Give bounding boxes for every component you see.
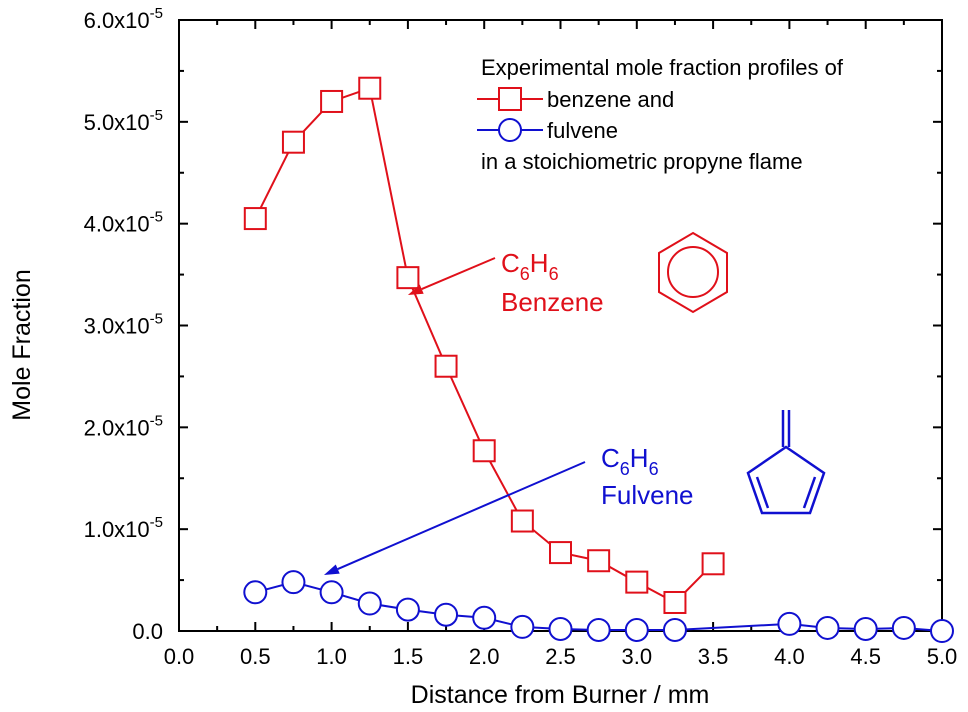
benzene-data-point: [625, 570, 649, 594]
fulvene-data-point: [434, 602, 459, 627]
fulvene-formula: C6H6: [601, 443, 659, 479]
benzene-data-point: [663, 590, 687, 614]
benzene-data-point: [587, 549, 611, 573]
benzene-data-point: [320, 89, 344, 113]
y-tick-label: 1.0x10-5: [84, 514, 163, 542]
benzene-formula: C6H6: [501, 248, 559, 284]
legend-benzene-label: benzene and: [547, 87, 674, 112]
benzene-data-point: [243, 207, 267, 231]
fulvene-data-point: [357, 591, 382, 616]
y-tick-label: 4.0x10-5: [84, 209, 163, 237]
benzene-name: Benzene: [501, 287, 604, 317]
fulvene-data-point: [548, 616, 573, 641]
fulvene-data-point: [624, 617, 649, 642]
legend-benzene-marker: [498, 87, 522, 111]
benzene-arrowhead: [407, 284, 424, 295]
fulvene-data-point: [510, 614, 535, 639]
x-tick-label: 1.5: [393, 644, 424, 669]
legend-title: Experimental mole fraction profiles of: [481, 55, 844, 80]
fulvene-arrow: [337, 461, 586, 570]
fulvene-data-point: [281, 570, 306, 595]
legend: Experimental mole fraction profiles of b…: [477, 55, 844, 174]
x-tick-label: 1.0: [316, 644, 347, 669]
benzene-data-point: [281, 130, 305, 154]
fulvene-data-point: [472, 605, 497, 630]
x-tick-label: 3.0: [622, 644, 653, 669]
legend-footer: in a stoichiometric propyne flame: [481, 149, 803, 174]
fulvene-data-point: [930, 619, 954, 643]
y-tick-label: 3.0x10-5: [84, 311, 163, 339]
fulvene-data-point: [853, 616, 878, 641]
benzene-data-point: [472, 439, 496, 463]
legend-fulvene-label: fulvene: [547, 118, 618, 143]
x-tick-label: 2.5: [545, 644, 576, 669]
legend-fulvene-marker: [498, 118, 522, 142]
x-tick-label: 3.5: [698, 644, 729, 669]
y-tick-label: 2.0x10-5: [84, 412, 163, 440]
benzene-data-point: [358, 76, 382, 100]
y-tick-label: 6.0x10-5: [84, 5, 163, 33]
x-tick-label: 0.0: [164, 644, 195, 669]
benzene-annotation: C6H6 Benzene: [407, 231, 728, 317]
fulvene-arrowhead: [323, 564, 340, 575]
x-tick-label: 5.0: [927, 644, 958, 669]
fulvene-data-point: [777, 611, 802, 636]
x-tick-label: 4.5: [850, 644, 881, 669]
benzene-data-point: [396, 266, 420, 290]
fulvene-data-point: [586, 617, 611, 642]
fulvene-data-point: [395, 597, 420, 622]
fulvene-structure-icon: [746, 410, 826, 515]
fulvene-data-point: [662, 617, 687, 642]
benzene-data-point: [510, 509, 534, 533]
fulvene-name: Fulvene: [601, 480, 694, 510]
benzene-data-point: [701, 552, 725, 576]
benzene-arrow: [421, 257, 496, 291]
x-tick-label: 4.0: [774, 644, 805, 669]
benzene-data-point: [549, 541, 572, 565]
fulvene-annotation: C6H6 Fulvene: [323, 410, 826, 575]
x-axis-label: Distance from Burner / mm: [411, 681, 710, 709]
benzene-data-point: [434, 354, 458, 378]
fulvene-data-point: [891, 615, 916, 640]
y-axis-label: Mole Fraction: [8, 269, 36, 420]
y-tick-label: 5.0x10-5: [84, 107, 163, 135]
x-tick-label: 2.0: [469, 644, 500, 669]
x-tick-label: 0.5: [240, 644, 271, 669]
y-tick-label: 0.0: [132, 619, 163, 644]
fulvene-data-point: [243, 580, 268, 605]
fulvene-data-point: [815, 615, 840, 640]
benzene-structure-icon: [658, 231, 728, 314]
fulvene-data-point: [319, 580, 344, 605]
